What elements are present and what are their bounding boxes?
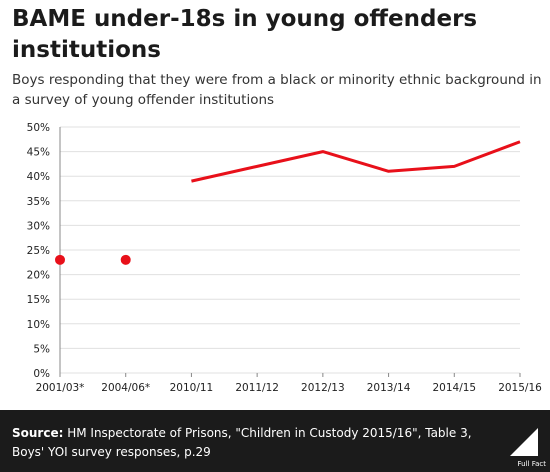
series-line (191, 140, 521, 183)
x-tick-label: 2015/16 (498, 382, 542, 394)
x-tick-label: 2012/13 (301, 382, 345, 394)
x-tick-label: 2001/03* (36, 382, 85, 394)
x-tick-label: 2014/15 (432, 382, 476, 394)
y-tick-label: 45% (27, 147, 50, 159)
y-tick-label: 5% (33, 343, 50, 355)
y-tick-label: 50% (27, 122, 50, 134)
x-tick-label: 2010/11 (170, 382, 214, 394)
line-chart: 0% 5% 10% 15% 20% 25% 30% 35% 40% 45% 50% 2001/03* 2… (27, 122, 542, 394)
y-tick-label: 30% (27, 220, 50, 232)
full-fact-logo-icon (510, 428, 538, 456)
y-tick-label: 15% (27, 294, 50, 306)
x-tick-label: 2004/06* (101, 382, 150, 394)
y-tick-label: 0% (33, 368, 50, 380)
source-text: HM Inspectorate of Prisons, "Children in… (12, 426, 472, 459)
chart-subtitle: Boys responding that they were from a bl… (12, 72, 542, 108)
y-tick-label: 40% (27, 171, 50, 183)
logo-text: Full Fact (517, 460, 546, 468)
source-note: Source: HM Inspectorate of Prisons, "Chi… (12, 424, 492, 462)
data-point (55, 254, 65, 265)
y-tick-label: 20% (27, 270, 50, 282)
y-tick-label: 25% (27, 245, 50, 257)
y-tick-label: 10% (27, 319, 50, 331)
footer: Source: HM Inspectorate of Prisons, "Chi… (0, 410, 550, 472)
source-label: Source: (12, 426, 64, 440)
x-tick-label: 2013/14 (367, 382, 411, 394)
x-tick-label: 2011/12 (235, 382, 279, 394)
y-tick-label: 35% (27, 196, 50, 208)
data-point (120, 254, 131, 265)
chart-title: BAME under-18s in young offenders instit… (12, 6, 478, 63)
